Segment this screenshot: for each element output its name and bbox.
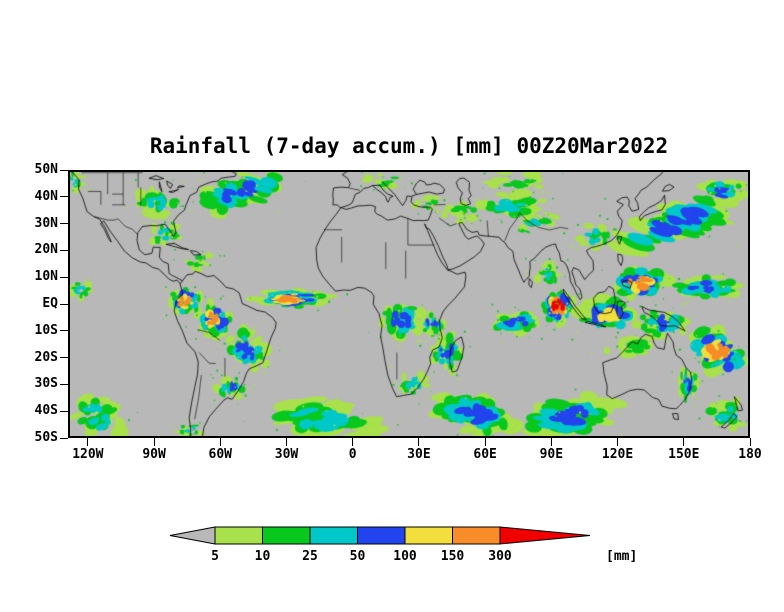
lon-tick-label: 120E bbox=[601, 447, 634, 462]
lat-tick bbox=[60, 383, 68, 385]
colorbar-segment bbox=[452, 526, 501, 545]
lon-tick-label: 30E bbox=[407, 447, 431, 462]
lat-tick bbox=[60, 303, 68, 305]
lon-tick bbox=[352, 438, 354, 446]
lon-tick-label: 60E bbox=[473, 447, 497, 462]
lon-tick bbox=[219, 438, 221, 446]
chart-title: Rainfall (7-day accum.) [mm] 00Z20Mar202… bbox=[149, 134, 669, 158]
colorbar-tick-label: 150 bbox=[441, 549, 465, 564]
lat-tick-label: 10S bbox=[34, 322, 58, 338]
colorbar-tick-label: 5 bbox=[211, 549, 219, 564]
rainfall-map-canvas bbox=[68, 170, 750, 438]
lon-tick bbox=[286, 438, 287, 446]
colorbar-below-arrow bbox=[169, 526, 216, 545]
colorbar-segment bbox=[309, 526, 358, 545]
lon-tick-label: 60W bbox=[208, 447, 233, 462]
lon-tick bbox=[153, 438, 155, 446]
lon-tick-label: 0 bbox=[348, 447, 357, 462]
colorbar: 5 10 25 50 100 150 300 [mm] bbox=[169, 526, 637, 564]
lat-tick bbox=[60, 276, 68, 278]
lon-tick-label: 90W bbox=[142, 447, 166, 462]
colorbar-above-arrow bbox=[499, 526, 591, 545]
lat-tick bbox=[60, 223, 68, 225]
lon-tick bbox=[550, 438, 552, 446]
lat-tick-label: 10N bbox=[34, 269, 58, 285]
lon-tick-label: 30W bbox=[274, 447, 299, 462]
lat-tick-label: 40S bbox=[34, 403, 58, 419]
colorbar-segment bbox=[357, 526, 406, 545]
colorbar-units-label: [mm] bbox=[606, 549, 637, 564]
colorbar-tick-label: 25 bbox=[302, 549, 318, 564]
lat-tick bbox=[60, 410, 68, 412]
colorbar-tick-label: 10 bbox=[255, 549, 271, 564]
colorbar-tick-label: 300 bbox=[488, 549, 512, 564]
lon-tick bbox=[683, 438, 685, 446]
lat-tick bbox=[60, 196, 68, 198]
lat-tick-label: 30N bbox=[34, 215, 58, 231]
lat-tick-label: 30S bbox=[34, 376, 58, 392]
lat-tick-label: 50S bbox=[34, 430, 58, 445]
lon-tick bbox=[87, 438, 89, 446]
lon-tick-label: 120W bbox=[72, 447, 104, 462]
lon-tick-label: 180 bbox=[738, 447, 762, 462]
lat-tick bbox=[60, 249, 68, 251]
lat-tick-label: 20N bbox=[34, 242, 58, 258]
lon-tick bbox=[617, 438, 619, 446]
lat-tick-label: 50N bbox=[34, 162, 58, 177]
lat-tick bbox=[60, 330, 68, 332]
lat-tick-label: 20S bbox=[34, 349, 58, 365]
colorbar-segment bbox=[262, 526, 311, 545]
lat-tick bbox=[60, 169, 68, 171]
colorbar-segment bbox=[214, 526, 263, 545]
lon-tick-label: 90E bbox=[539, 447, 564, 462]
lat-tick-label: EQ bbox=[42, 296, 58, 311]
lon-tick bbox=[484, 438, 486, 446]
lat-tick-label: 40N bbox=[34, 188, 58, 204]
colorbar-segment bbox=[404, 526, 453, 545]
colorbar-tick-label: 100 bbox=[393, 549, 417, 564]
colorbar-tick-label: 50 bbox=[350, 549, 366, 564]
lat-tick bbox=[60, 437, 68, 439]
lon-tick bbox=[418, 438, 420, 446]
lon-tick-label: 150E bbox=[668, 447, 700, 462]
lat-tick bbox=[60, 357, 68, 359]
lon-tick bbox=[749, 438, 751, 446]
